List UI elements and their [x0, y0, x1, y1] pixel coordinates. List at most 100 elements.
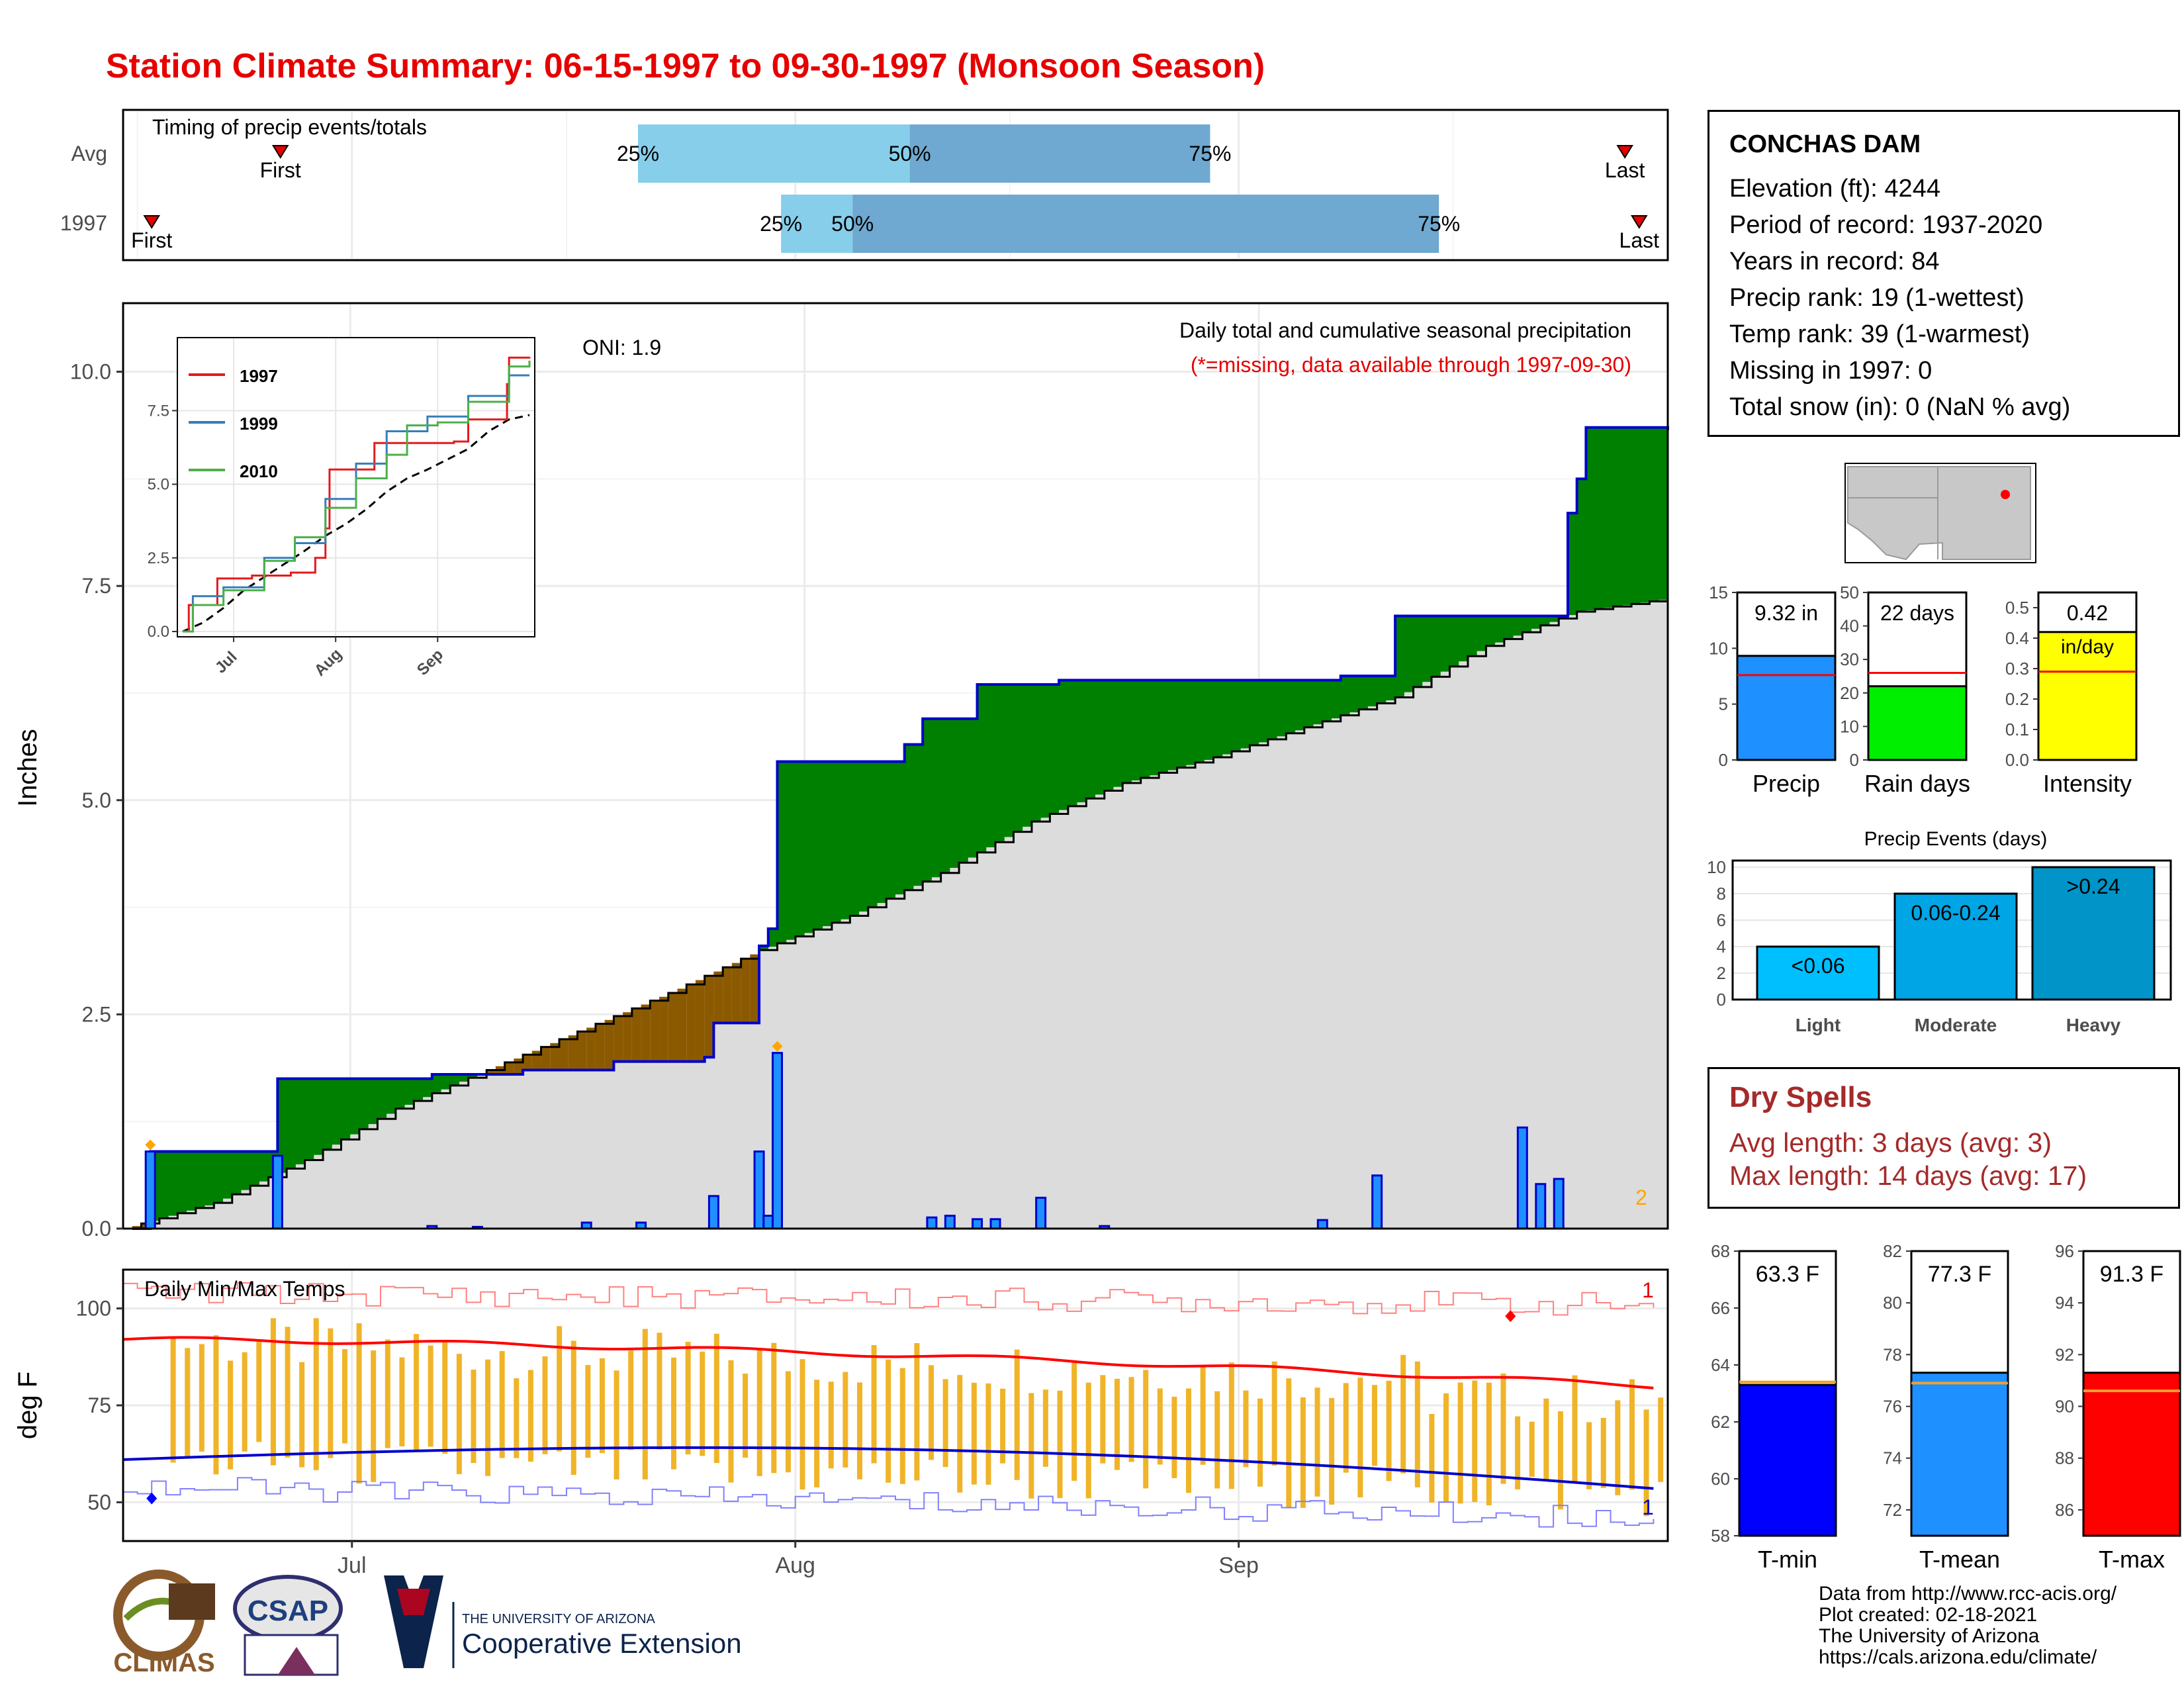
- normal-area-segment: [614, 1015, 623, 1229]
- below-normal-segment: [659, 996, 669, 1062]
- above-normal-segment: [387, 1078, 396, 1114]
- below-normal-segment: [586, 1027, 596, 1070]
- normal-area-segment: [241, 1190, 251, 1229]
- main-subtitle: Daily total and cumulative seasonal prec…: [1179, 318, 1631, 342]
- daily-temp-range: [299, 1362, 305, 1468]
- inset-normal-line: [182, 414, 530, 633]
- daily-temp-range: [1314, 1387, 1320, 1497]
- daily-precip-bar: [1316, 1219, 1328, 1230]
- daily-precip-bar: [1371, 1174, 1383, 1230]
- daily-temp-range: [685, 1342, 691, 1455]
- oni-label: ONI: 1.9: [582, 336, 661, 359]
- daily-temp-range: [1000, 1388, 1006, 1464]
- above-normal-segment: [187, 1151, 197, 1211]
- daily-temp-range: [1042, 1389, 1048, 1467]
- daily-temp-range: [1543, 1398, 1549, 1481]
- p75-label: 75%: [1189, 142, 1231, 165]
- above-normal-segment: [1031, 684, 1042, 822]
- above-normal-segment: [1640, 427, 1651, 603]
- above-normal-segment: [1349, 676, 1359, 713]
- above-normal-segment: [441, 1074, 451, 1090]
- below-normal-segment: [704, 976, 715, 1058]
- normal-area-segment: [341, 1139, 351, 1229]
- p50-label: 50%: [831, 212, 874, 236]
- legend-2010: 2010: [240, 461, 278, 481]
- normal-area-segment: [1449, 666, 1459, 1229]
- normal-area-segment: [459, 1082, 469, 1229]
- normal-area-segment: [1295, 730, 1305, 1229]
- daily-temp-range: [1515, 1416, 1521, 1489]
- daily-temp-range: [1658, 1397, 1664, 1482]
- above-normal-segment: [895, 761, 905, 895]
- normal-area-segment: [1186, 765, 1196, 1229]
- daily-temp-range: [756, 1348, 762, 1476]
- normal-area-segment: [1050, 814, 1060, 1229]
- main-y-tick-label: 5.0: [82, 788, 111, 812]
- normal-area-segment: [1113, 786, 1123, 1229]
- daily-temp-range: [1600, 1417, 1606, 1488]
- p25-label: 25%: [760, 212, 802, 236]
- normal-area-segment: [159, 1218, 169, 1229]
- above-normal-segment: [1131, 680, 1142, 781]
- station-missing: Missing in 1997: 0: [1729, 357, 1933, 385]
- normal-area-segment: [741, 959, 751, 1229]
- normal-area-segment: [1250, 745, 1259, 1229]
- above-normal-segment: [1095, 680, 1105, 795]
- above-normal-segment: [1240, 680, 1251, 749]
- above-normal-segment: [986, 684, 996, 847]
- normal-area-segment: [1531, 628, 1541, 1229]
- daily-temp-range: [828, 1382, 834, 1469]
- record-high-line: [123, 1282, 1655, 1316]
- above-normal-segment: [1204, 680, 1214, 760]
- daily-temp-range: [1486, 1382, 1492, 1506]
- daily-temp-range: [1572, 1375, 1578, 1482]
- above-normal-segment: [931, 718, 942, 878]
- above-normal-segment: [1059, 680, 1069, 810]
- daily-temp-range: [1557, 1411, 1563, 1510]
- normal-area-segment: [804, 933, 815, 1229]
- daily-precip-bar: [1035, 1196, 1047, 1230]
- avg-max-temp-line: [122, 1336, 1654, 1389]
- daily-temp-range: [570, 1340, 576, 1476]
- inset-y-tick-label: 2.5: [148, 549, 169, 567]
- daily-temp-range: [1586, 1422, 1592, 1489]
- above-normal-segment: [977, 684, 987, 853]
- above-normal-segment: [214, 1151, 224, 1203]
- above-normal-segment: [786, 761, 796, 940]
- timing-row-1997-label: 1997: [60, 211, 107, 235]
- temps-title: Daily Min/Max Temps: [144, 1277, 345, 1301]
- below-normal-segment: [741, 959, 751, 1023]
- legend-1997: 1997: [240, 366, 278, 386]
- normal-area-segment: [913, 886, 923, 1229]
- normal-area-segment: [559, 1039, 569, 1229]
- normal-area-segment: [514, 1058, 523, 1229]
- credits: Data from http://www.rcc-acis.org/ Plot …: [1819, 1583, 2116, 1668]
- normal-area-segment: [595, 1023, 606, 1229]
- above-normal-segment: [1313, 680, 1323, 725]
- normal-area-segment: [1413, 686, 1423, 1229]
- normal-area-segment: [523, 1055, 533, 1229]
- normal-area-segment: [314, 1154, 324, 1229]
- normal-area-segment: [1322, 721, 1332, 1229]
- daily-temp-range: [1071, 1362, 1077, 1481]
- normal-area-segment: [831, 922, 842, 1229]
- temp-y-ticks: 50 75 100: [76, 1297, 123, 1514]
- above-normal-segment: [259, 1151, 269, 1182]
- above-normal-segment: [1004, 684, 1015, 837]
- above-normal-segment: [1495, 616, 1505, 643]
- main-y-tick-label: 2.5: [82, 1002, 111, 1026]
- daily-temp-range: [1228, 1362, 1234, 1489]
- above-normal-segment: [1250, 680, 1259, 745]
- normal-area-segment: [195, 1207, 206, 1229]
- normal-area-segment: [1040, 818, 1050, 1229]
- count-label: 2: [1635, 1186, 1647, 1209]
- normal-area-segment: [1122, 782, 1132, 1229]
- normal-area-segment: [1077, 802, 1087, 1229]
- daily-temp-range: [1100, 1375, 1106, 1464]
- x-tick-label: Aug: [775, 1553, 815, 1578]
- dry-spells-avg: Avg length: 3 days (avg: 3): [1729, 1127, 2052, 1158]
- normal-area-segment: [1549, 622, 1559, 1229]
- above-normal-segment: [1649, 427, 1659, 602]
- normal-area-segment: [332, 1145, 342, 1229]
- normal-area-segment: [1332, 718, 1342, 1229]
